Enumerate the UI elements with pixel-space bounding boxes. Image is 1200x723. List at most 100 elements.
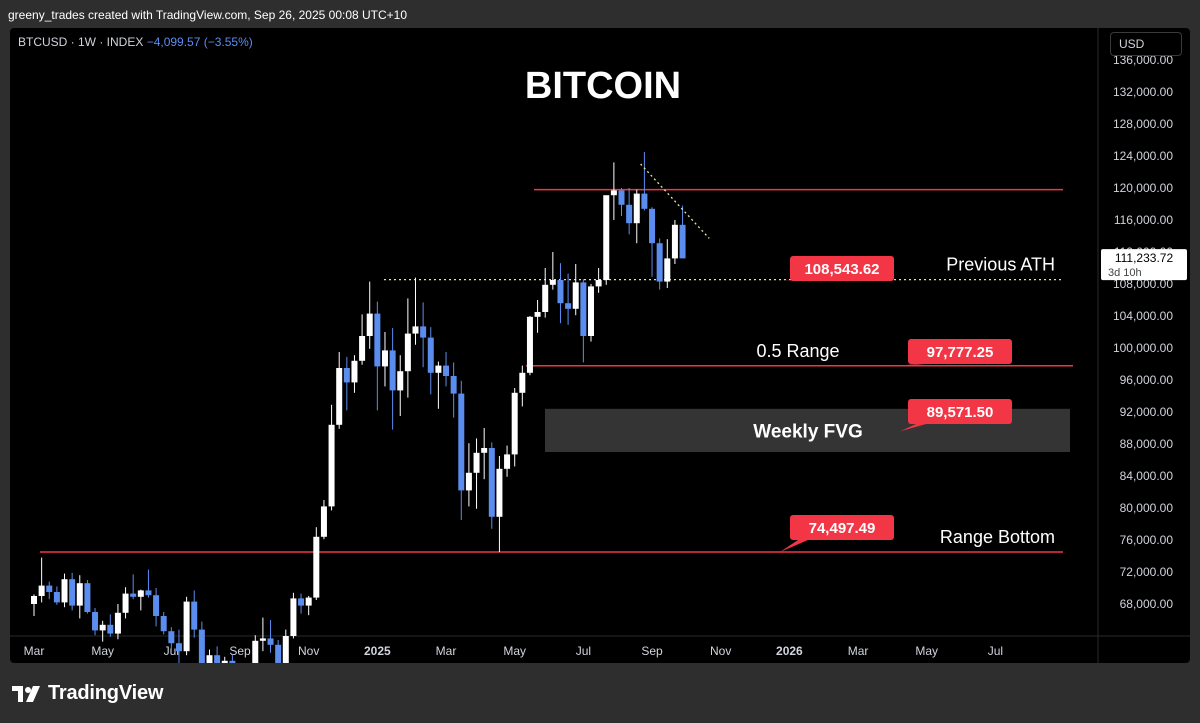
level-annotation: 0.5 Range	[756, 341, 839, 361]
bar-countdown-label: 3d 10h	[1108, 267, 1142, 279]
candle-body	[389, 350, 396, 391]
callout-pointer	[780, 540, 808, 553]
currency-selector-button[interactable]: USD	[1110, 32, 1182, 56]
candle-body	[519, 372, 526, 393]
tradingview-logo[interactable]: TradingView	[12, 682, 163, 705]
candle-body	[679, 224, 686, 259]
candle-body	[160, 616, 167, 632]
candle-body	[313, 536, 320, 598]
y-tick-label: 68,000.00	[1120, 597, 1174, 611]
candle-body	[320, 506, 327, 537]
candle-body	[137, 590, 144, 597]
candle-body	[76, 583, 83, 606]
candle-body	[298, 598, 305, 606]
candle-body	[351, 360, 358, 383]
chart-title: BITCOIN	[525, 65, 681, 107]
callout-box	[790, 256, 894, 281]
candle-body	[420, 326, 427, 338]
candle-body	[481, 448, 488, 453]
candle-body	[412, 326, 419, 334]
y-tick-label: 100,000.00	[1113, 341, 1173, 355]
y-tick-label: 80,000.00	[1120, 501, 1174, 515]
tradingview-logo-icon	[12, 685, 40, 702]
callout-label: 74,497.49	[809, 520, 876, 537]
x-tick-label: Nov	[298, 644, 319, 658]
candle-body	[526, 316, 533, 373]
callout-label: 108,543.62	[804, 261, 879, 278]
candle-body	[427, 337, 434, 373]
y-tick-label: 84,000.00	[1120, 469, 1174, 483]
candle-body	[183, 601, 190, 652]
candle-body	[229, 660, 236, 663]
candle-body	[305, 597, 312, 606]
price-chart[interactable]: BITCOIN 68,000.00 72,000.00 76,000.00 80,000…	[10, 28, 1190, 663]
x-tick-label: Sep	[641, 644, 663, 658]
level-annotation: Previous ATH	[946, 255, 1055, 275]
candle-body	[549, 280, 556, 285]
candle-body	[626, 204, 633, 224]
candle-body	[221, 660, 228, 663]
candle-body	[458, 393, 465, 491]
candle-body	[374, 313, 381, 367]
candle-body	[114, 612, 121, 634]
callout-pointer	[900, 424, 926, 432]
callout-box	[790, 515, 894, 540]
x-tick-label: May	[915, 644, 938, 658]
y-tick-label: 132,000.00	[1113, 85, 1173, 99]
candle-body	[198, 629, 205, 663]
candle-body	[381, 350, 388, 367]
y-tick-label: 104,000.00	[1113, 309, 1173, 323]
candle-body	[145, 590, 152, 596]
y-tick-label: 136,000.00	[1113, 53, 1173, 67]
candle-body	[168, 631, 175, 644]
candle-body	[99, 624, 106, 631]
candle-body	[259, 638, 266, 641]
chart-credit: greeny_trades created with TradingView.c…	[8, 8, 408, 22]
candle-body	[359, 336, 366, 361]
price-callout: 108,543.62	[780, 256, 894, 281]
x-tick-label: Jul	[988, 644, 1003, 658]
chart-panel[interactable]: BITCOIN 68,000.00 72,000.00 76,000.00 80,000…	[10, 28, 1190, 663]
candle-body	[404, 333, 411, 372]
y-tick-label: 120,000.00	[1113, 181, 1173, 195]
candle-body	[565, 303, 572, 309]
y-tick-label: 128,000.00	[1113, 117, 1173, 131]
price-callout: 97,777.25	[900, 339, 1012, 366]
candle-body	[122, 593, 129, 613]
y-tick-label: 108,000.00	[1113, 277, 1173, 291]
callout-pointer	[900, 364, 926, 366]
descending-trendline	[640, 163, 710, 239]
candle-body	[465, 472, 472, 491]
y-tick-label: 116,000.00	[1114, 213, 1173, 227]
candle-body	[107, 624, 114, 634]
candle-body	[595, 280, 602, 287]
x-tick-label: Mar	[436, 644, 457, 658]
price-callout: 89,571.50	[900, 399, 1012, 432]
candle-body	[366, 313, 373, 336]
candle-body	[435, 365, 442, 373]
candle-body	[328, 424, 335, 507]
candle-body	[252, 640, 259, 663]
candle-body	[31, 596, 37, 604]
candle-body	[641, 193, 648, 209]
candle-body	[69, 579, 76, 606]
candle-body	[38, 585, 45, 596]
current-price-tag	[1101, 249, 1187, 281]
symbol-name[interactable]: BTCUSD · 1W · INDEX	[18, 35, 144, 49]
x-tick-label: Nov	[710, 644, 731, 658]
y-tick-label: 72,000.00	[1120, 565, 1174, 579]
candle-body	[282, 636, 289, 663]
callout-label: 89,571.50	[927, 404, 994, 421]
symbol-info[interactable]: BTCUSD · 1W · INDEX −4,099.57 (−3.55%)	[18, 35, 253, 49]
x-tick-label: 2025	[364, 644, 391, 658]
candle-body	[46, 585, 53, 592]
candle-body	[191, 601, 198, 630]
candle-body	[153, 595, 160, 616]
candle-body	[572, 282, 579, 309]
level-annotation: Range Bottom	[940, 527, 1055, 547]
brand-name: TradingView	[48, 682, 164, 704]
candle-body	[649, 208, 656, 244]
y-tick-label: 96,000.00	[1120, 373, 1174, 387]
candle-body	[336, 368, 343, 425]
y-tick-label: 88,000.00	[1120, 437, 1174, 451]
